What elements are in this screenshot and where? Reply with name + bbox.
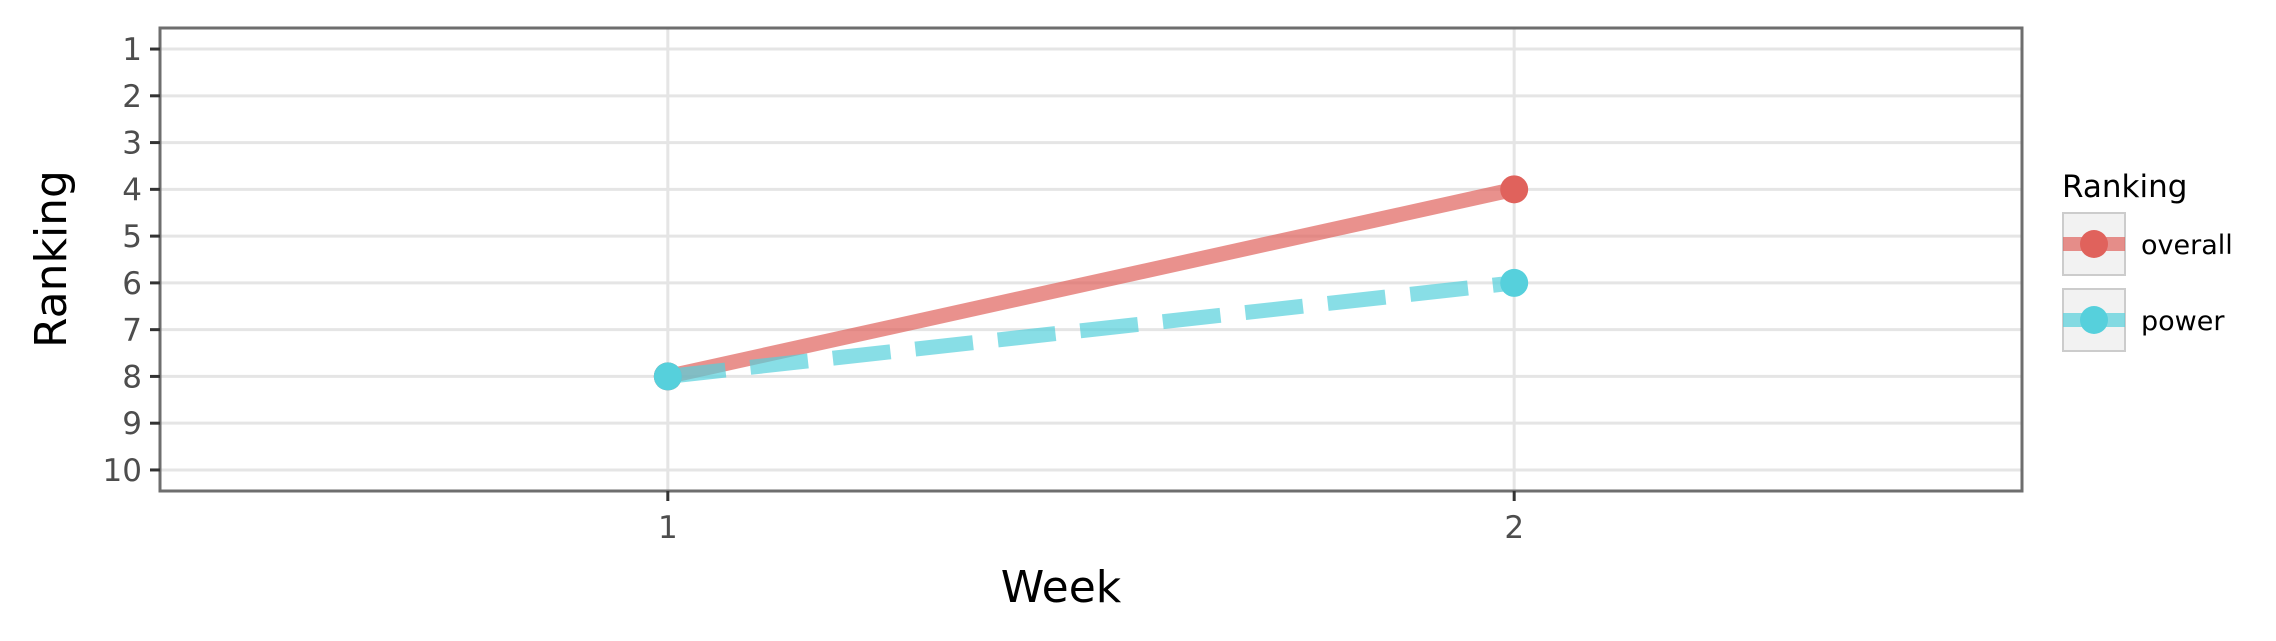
x-tick-label: 2 [1504,510,1524,546]
legend-title: Ranking [2062,169,2187,205]
plot-background [160,28,2022,491]
x-tick-label: 1 [658,510,678,546]
y-tick-label: 7 [122,313,142,349]
legend-label: overall [2141,230,2233,261]
series-layer [653,175,1529,391]
legend: Ranking overall power [2062,169,2233,352]
x-axis-title: Week [1001,562,1122,613]
legend-key-point [2080,230,2108,258]
y-axis: 1 2 3 4 5 6 7 8 9 10 [103,32,160,489]
y-tick-label: 8 [122,359,142,395]
data-point-overall [1500,175,1529,204]
series-power [653,268,1529,391]
y-tick-label: 10 [103,453,142,489]
y-axis-title: Ranking [26,170,77,348]
data-point-power [1500,268,1529,297]
y-tick-label: 5 [122,219,142,255]
y-tick-label: 2 [122,79,142,115]
y-tick-label: 4 [122,172,142,208]
series-line-power [666,275,1516,384]
y-tick-label: 6 [122,266,142,302]
plot-border [158,26,2024,493]
y-tick-label: 3 [122,126,142,162]
y-tick-label: 9 [122,406,142,442]
y-tick-label: 1 [122,32,142,68]
series-line-overall [666,182,1516,384]
data-point-power [653,362,682,391]
legend-item-overall: overall [2062,212,2233,276]
legend-item-power: power [2062,288,2225,352]
legend-key-point [2080,306,2108,334]
legend-label: power [2141,306,2225,337]
